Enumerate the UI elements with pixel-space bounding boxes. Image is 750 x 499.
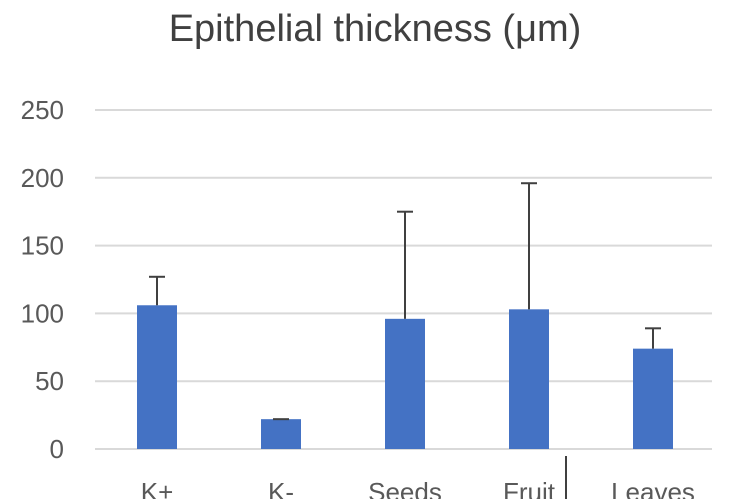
x-tick-label: Fruit <box>503 477 556 499</box>
y-tick-label: 200 <box>21 163 64 193</box>
y-tick-label: 50 <box>35 366 64 396</box>
x-tick-label: K- <box>268 477 294 499</box>
bars <box>137 305 673 449</box>
y-tick-label: 150 <box>21 231 64 261</box>
x-tick-label: Seeds <box>368 477 442 499</box>
x-tick-label: Leaves <box>611 477 695 499</box>
bar-K+ <box>137 305 177 449</box>
chart-title: Epithelial thickness (μm) <box>168 8 582 50</box>
y-tick-label: 100 <box>21 298 64 328</box>
bar-Fruit <box>509 309 549 449</box>
error-bars <box>149 182 661 421</box>
bar-Leaves <box>633 348 673 449</box>
x-axis-tick-labels: K+ K- Seeds Fruit Leaves <box>141 477 695 499</box>
y-tick-label: 250 <box>21 95 64 125</box>
bar-K- <box>261 419 301 449</box>
x-tick-label: K+ <box>141 477 174 499</box>
y-axis-tick-labels: 0 50 100 150 200 250 <box>21 95 64 464</box>
y-tick-label: 0 <box>50 434 64 464</box>
bar-Seeds <box>385 318 425 449</box>
